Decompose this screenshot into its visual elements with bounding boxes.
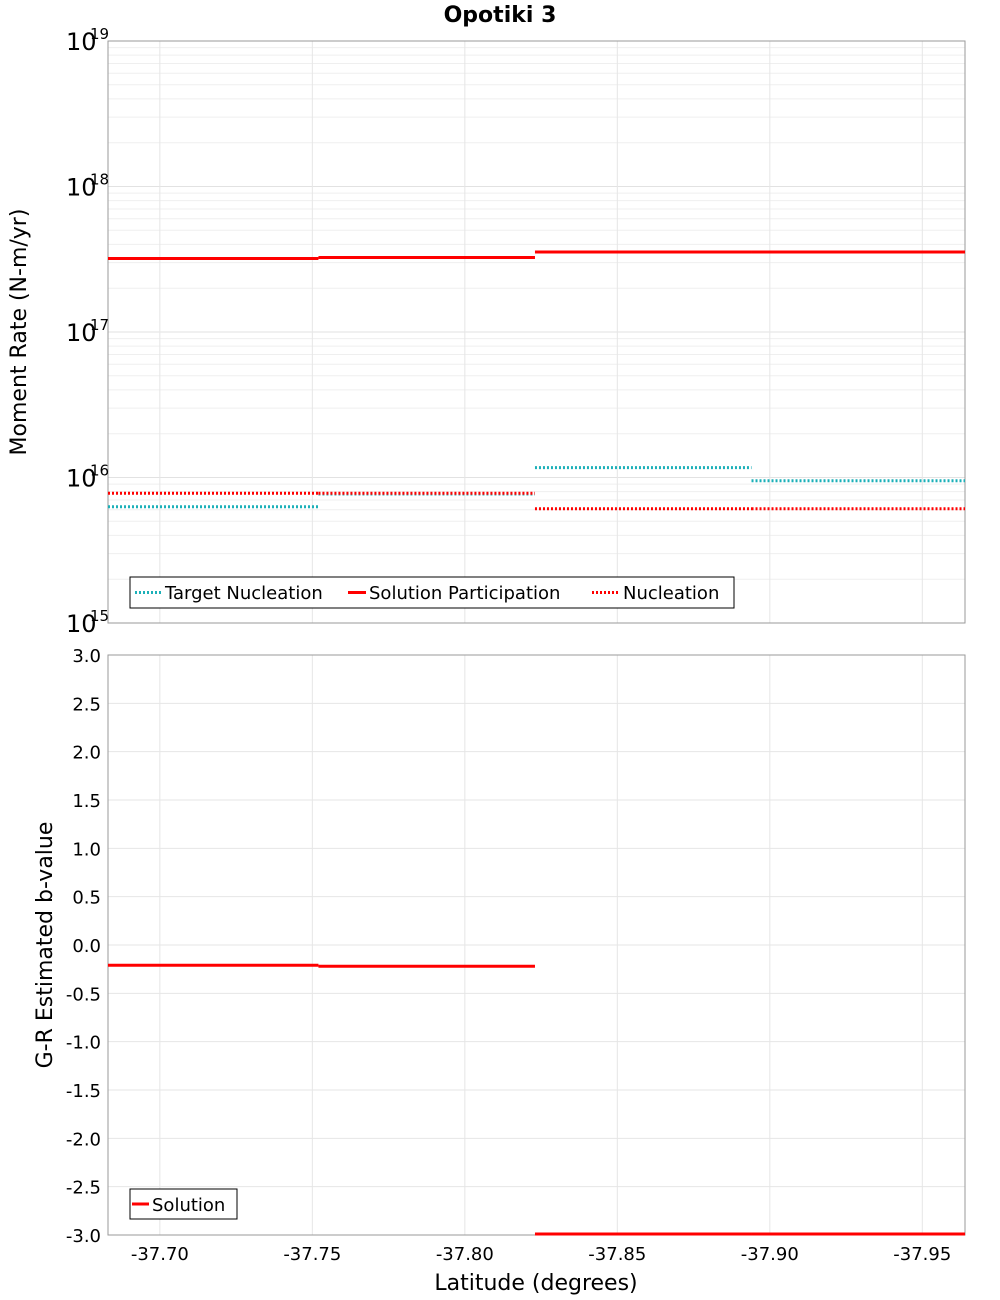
legend-label-nucleation: Nucleation	[623, 583, 719, 604]
bottom-y-axis-label: G-R Estimated b-value	[33, 822, 58, 1069]
bottom-y-tick-label: -0.5	[66, 984, 101, 1005]
legend-label-target-nucleation: Target Nucleation	[164, 583, 323, 604]
top-y-tick-base: 10	[66, 28, 97, 56]
top-y-tick-base: 10	[66, 174, 97, 202]
top-gridlines	[108, 41, 965, 624]
bottom-legend: Solution	[129, 1188, 238, 1220]
top-y-tick-exponent: 15	[90, 607, 109, 625]
bottom-y-tick-label: 0.5	[72, 888, 101, 909]
x-tick-label: -37.75	[283, 1244, 341, 1265]
top-y-tick-exponent: 18	[90, 171, 109, 189]
top-y-tick-base: 10	[66, 319, 97, 347]
top-y-tick-base: 10	[66, 610, 97, 638]
bottom-series	[108, 963, 965, 1236]
bottom-y-tick-label: 1.5	[72, 791, 101, 812]
x-tick-label: -37.80	[436, 1244, 494, 1265]
x-tick-label: -37.95	[893, 1244, 951, 1265]
top-y-tick-exponent: 16	[90, 462, 109, 480]
bottom-y-tick-label: -3.0	[66, 1226, 101, 1247]
x-tick-label: -37.90	[741, 1244, 799, 1265]
top-series	[108, 250, 965, 511]
top-legend: Target Nucleation Solution Participation…	[129, 576, 735, 609]
bottom-gridlines	[108, 654, 965, 1236]
bottom-y-tick-label: 0.0	[72, 936, 101, 957]
x-ticks: -37.70 -37.75 -37.80 -37.85 -37.90 -37.95	[131, 1244, 951, 1265]
bottom-y-tick-label: 2.0	[72, 743, 101, 764]
x-tick-label: -37.85	[588, 1244, 646, 1265]
bottom-y-tick-label: -1.5	[66, 1081, 101, 1102]
top-y-tick-exponent: 17	[90, 316, 109, 334]
x-axis-label: Latitude (degrees)	[434, 1271, 637, 1296]
top-y-axis-label: Moment Rate (N-m/yr)	[7, 209, 32, 456]
bottom-y-tick-label: 1.0	[72, 839, 101, 860]
bottom-y-tick-label: -2.0	[66, 1129, 101, 1150]
bottom-y-ticks: 3.0 2.5 2.0 1.5 1.0 0.5 0.0 -0.5 -1.0 -1.5 -2.0 -2.…	[66, 646, 101, 1247]
bottom-y-tick-label: -1.0	[66, 1033, 101, 1054]
bottom-panel: 3.0 2.5 2.0 1.5 1.0 0.5 0.0 -0.5 -1.0 -1.5 -2.0 -2.…	[33, 646, 966, 1296]
chart-title: Opotiki 3	[444, 3, 557, 28]
top-plot-frame	[107, 40, 966, 624]
legend-label-solution-participation: Solution Participation	[369, 583, 560, 604]
bottom-y-tick-label: 3.0	[72, 646, 101, 667]
legend-label-solution: Solution	[152, 1195, 225, 1216]
top-y-tick-base: 10	[66, 465, 97, 493]
x-tick-label: -37.70	[131, 1244, 189, 1265]
bottom-y-tick-label: 2.5	[72, 694, 101, 715]
top-legend-box	[129, 576, 735, 609]
top-y-tick-exponent: 19	[90, 25, 109, 43]
bottom-y-tick-label: -2.5	[66, 1178, 101, 1199]
